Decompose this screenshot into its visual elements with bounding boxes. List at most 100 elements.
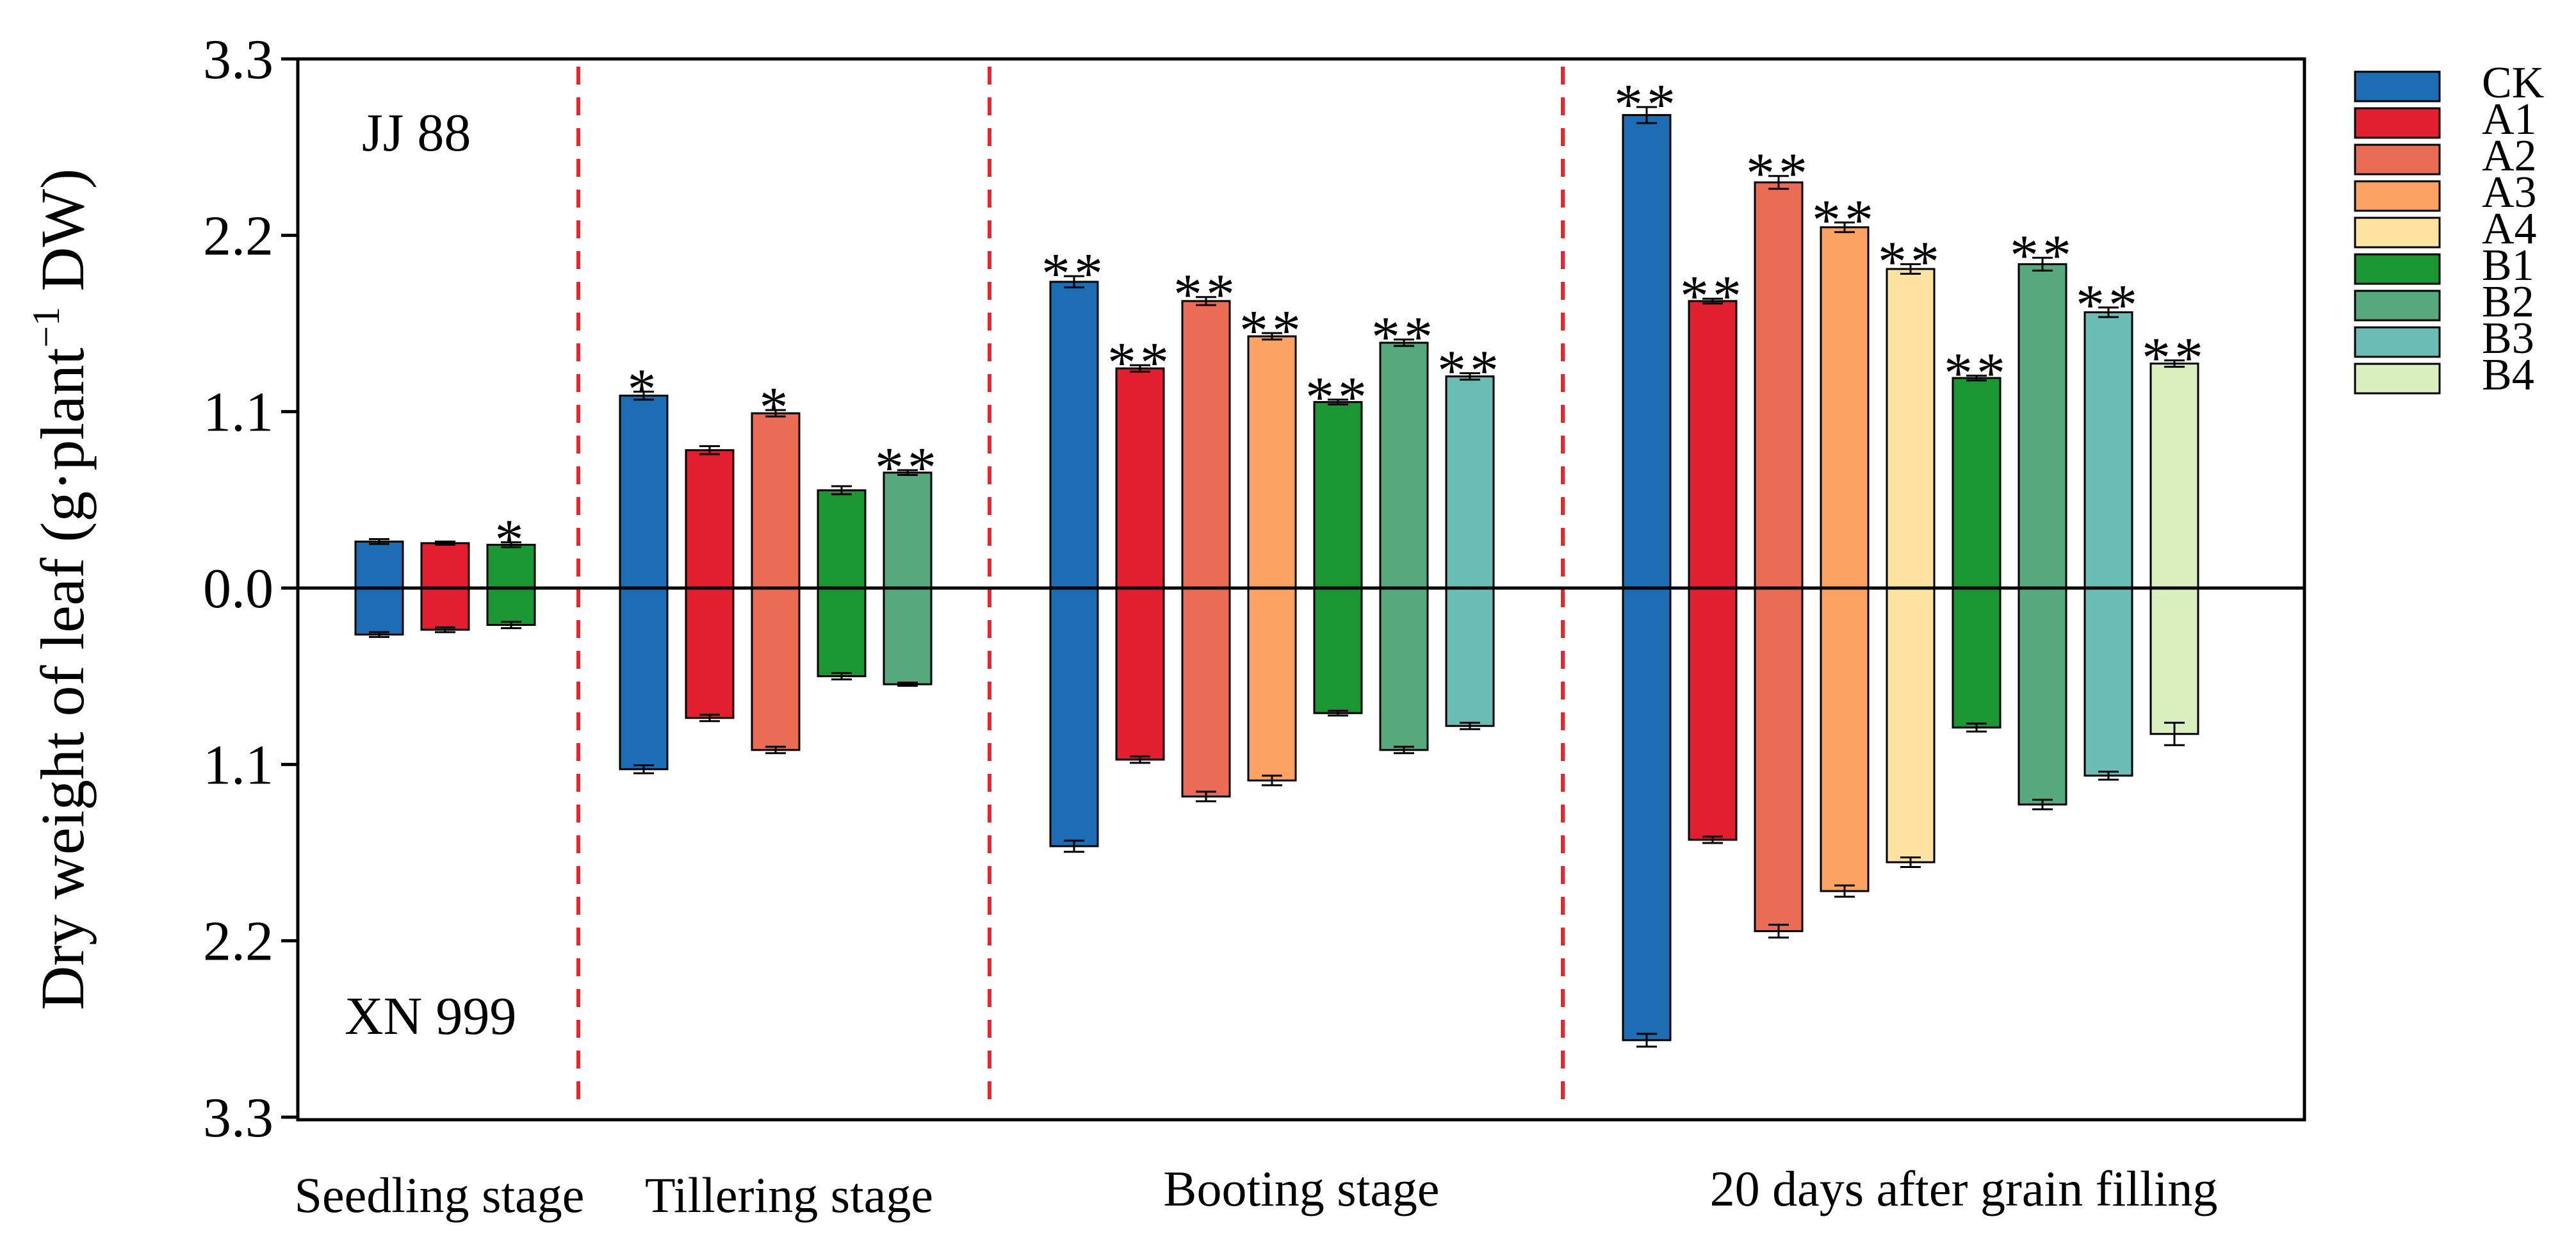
sig-marker-3-A4: **: [1878, 230, 1943, 293]
sig-marker-1-B2: **: [875, 436, 940, 500]
bar-3-A2-top: [1754, 181, 1804, 589]
sig-marker-2-A1: **: [1107, 331, 1173, 395]
legend-swatch-A1: [2354, 107, 2441, 139]
bar-2-CK-bottom: [1049, 587, 1099, 847]
sig-marker-2-B2: **: [1371, 306, 1437, 369]
legend-label-A4: A4: [2482, 204, 2537, 254]
bar-3-B3-bottom: [2083, 587, 2133, 777]
stage-labels: Seedling stage Tillering stage Booting sta…: [295, 1161, 2218, 1223]
bar-3-A4-top: [1886, 268, 1936, 589]
bar-3-B4-bottom: [2149, 587, 2199, 735]
bar-3-A4-bottom: [1886, 587, 1936, 863]
bar-3-A3-top: [1820, 226, 1870, 589]
sig-marker-3-B3: **: [2076, 274, 2141, 337]
legend-swatch-B4: [2354, 363, 2441, 395]
bar-1-A1-top: [685, 449, 735, 589]
sig-marker-2-A3: **: [1239, 299, 1305, 363]
sig-marker-3-B1: **: [1944, 341, 2009, 405]
sig-marker-3-A2: **: [1746, 142, 1811, 206]
y-tick-label-2: 1.1: [203, 382, 273, 444]
bar-3-B1-top: [1952, 377, 2001, 589]
bar-3-A1-bottom: [1688, 587, 1738, 841]
bar-0-CK-bottom: [354, 587, 404, 636]
bar-0-CK-top: [354, 540, 404, 589]
bar-2-A3-top: [1247, 335, 1297, 589]
sig-marker-3-A3: **: [1812, 188, 1877, 252]
y-axis-title-tail: DW): [28, 168, 97, 307]
bar-1-B2-bottom: [883, 587, 933, 685]
legend-label-B4: B4: [2482, 350, 2534, 400]
stage-label-2: Booting stage: [1163, 1161, 1439, 1216]
legend-swatch-CK: [2354, 70, 2441, 102]
legend-label-CK: CK: [2482, 58, 2544, 108]
bar-2-B1-top: [1313, 401, 1363, 589]
bar-0-B1-top: [486, 543, 536, 589]
bar-1-A2-bottom: [751, 587, 801, 751]
bar-0-A1-top: [420, 542, 470, 589]
sig-marker-1-A2: *: [760, 376, 792, 439]
bar-1-A1-bottom: [685, 587, 735, 719]
bar-2-B2-bottom: [1379, 587, 1429, 751]
bar-3-B2-top: [2018, 263, 2067, 589]
bar-2-CK-top: [1049, 281, 1099, 589]
bar-0-B1-bottom: [486, 587, 536, 626]
sig-marker-3-CK: **: [1614, 73, 1679, 136]
bar-3-CK-bottom: [1622, 587, 1672, 1042]
bar-2-A1-bottom: [1115, 587, 1165, 761]
bar-3-B2-bottom: [2018, 587, 2067, 806]
bar-1-A2-top: [751, 412, 801, 589]
bar-2-B3-bottom: [1445, 587, 1495, 727]
sig-marker-2-A2: **: [1173, 263, 1239, 327]
legend-swatch-B1: [2354, 253, 2441, 285]
y-axis: 3.3 2.2 1.1 0.0 1.1 2.2 3.3: [203, 29, 298, 1149]
bar-3-A2-bottom: [1754, 587, 1804, 933]
sig-marker-1-CK: *: [628, 357, 660, 421]
legend-label-A3: A3: [2482, 168, 2537, 217]
legend-label-A2: A2: [2482, 131, 2537, 181]
legend-label-B1: B1: [2482, 241, 2534, 290]
bar-3-A3-bottom: [1820, 587, 1870, 892]
bar-3-B3-top: [2083, 311, 2133, 589]
bar-2-A2-top: [1181, 300, 1231, 589]
bar-3-CK-top: [1622, 114, 1672, 589]
y-tick-label-3: 0.0: [203, 558, 273, 620]
legend-swatch-B2: [2354, 290, 2441, 322]
plot-frame: [296, 57, 2306, 1122]
stage-label-3: 20 days after grain filling: [1710, 1161, 2218, 1216]
bar-2-B1-bottom: [1313, 587, 1363, 714]
y-tick-label-5: 2.2: [203, 911, 273, 973]
bottom-variety-label: XN 999: [345, 986, 516, 1046]
bar-1-B1-bottom: [817, 587, 867, 678]
legend-swatch-B3: [2354, 326, 2441, 358]
bar-3-B1-bottom: [1952, 587, 2001, 729]
legend-swatch-A4: [2354, 217, 2441, 249]
bar-2-B3-top: [1445, 375, 1495, 589]
y-tick-label-0: 3.3: [203, 29, 273, 91]
legend-swatch-A3: [2354, 180, 2441, 212]
bar-1-CK-bottom: [619, 587, 669, 771]
bar-3-B4-top: [2149, 363, 2199, 589]
y-tick-label-6: 3.3: [203, 1087, 273, 1149]
sig-marker-3-A1: **: [1680, 265, 1745, 328]
bar-2-A3-bottom: [1247, 587, 1297, 782]
bar-3-A1-top: [1688, 300, 1738, 589]
legend-label-B3: B3: [2482, 314, 2534, 363]
y-axis-title: Dry weight of leaf (g·plant−1 DW): [25, 168, 97, 1010]
legend-label-B2: B2: [2482, 277, 2534, 327]
top-variety-label: JJ 88: [362, 103, 471, 163]
stage-label-0: Seedling stage: [295, 1167, 585, 1223]
sig-marker-0-B1: *: [495, 509, 528, 572]
y-tick-label-1: 2.2: [203, 205, 273, 267]
y-axis-title-sup: −1: [25, 307, 67, 348]
bar-0-A1-bottom: [420, 587, 470, 631]
y-axis-title-main: Dry weight of leaf (g·plant: [28, 347, 97, 1010]
legend-swatch-A2: [2354, 143, 2441, 176]
stage-label-1: Tillering stage: [645, 1167, 933, 1223]
sig-marker-3-B2: **: [2010, 224, 2075, 287]
bar-2-A2-bottom: [1181, 587, 1231, 798]
sig-marker-2-B3: **: [1437, 340, 1503, 403]
bar-1-CK-top: [619, 395, 669, 589]
sig-marker-2-B1: **: [1305, 366, 1371, 429]
